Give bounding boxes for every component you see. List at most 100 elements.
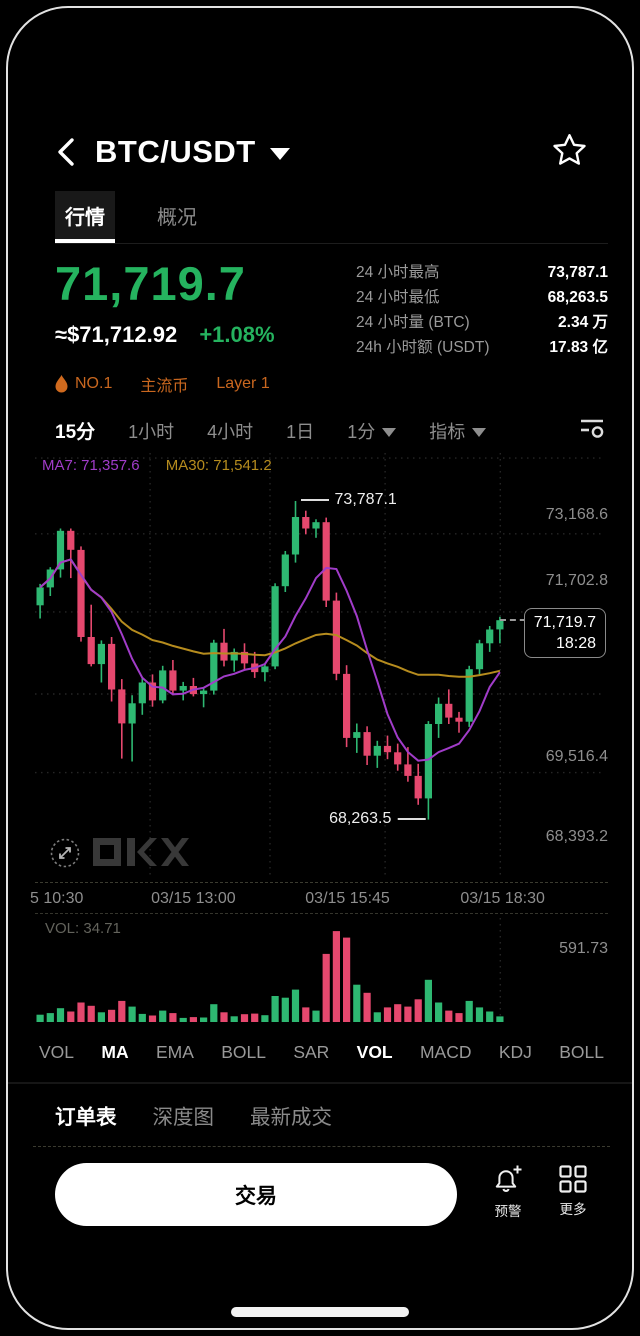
timeframe-1分[interactable]: 1分 (347, 418, 397, 444)
volume-bar (475, 1007, 484, 1022)
volume-bar (302, 1007, 310, 1022)
candle-body (148, 682, 157, 701)
timeframe-1日[interactable]: 1日 (286, 421, 315, 442)
tab-order-book[interactable]: 订单表 (55, 1106, 117, 1129)
candle-body (445, 703, 453, 718)
volume-bar (404, 1006, 412, 1022)
chart-watermark (49, 837, 189, 869)
candle-body (261, 666, 269, 673)
tab-market[interactable]: 行情 (55, 191, 115, 243)
y-axis-label: 69,516.4 (545, 748, 608, 766)
candle-body (159, 670, 167, 701)
candle-body (486, 629, 494, 644)
candle-body (230, 651, 238, 661)
indicator-tab-sar[interactable]: SAR (293, 1041, 330, 1062)
header: BTC/USDT (55, 129, 588, 175)
indicator-tab-macd[interactable]: MACD (419, 1041, 472, 1062)
x-axis-label: 03/15 18:30 (460, 890, 545, 907)
candlestick-chart[interactable]: MA7: 71,357.6 MA30: 71,541.2 73,787.1 68… (35, 453, 608, 881)
stat-24h-volume-btc: 24 小时量 (BTC) 2.34 万 (356, 314, 608, 331)
favorite-star-button[interactable] (551, 132, 588, 173)
timeframe-指标[interactable]: 指标 (429, 418, 487, 444)
candle-body (240, 651, 249, 664)
candle-body (56, 530, 65, 570)
more-label: 更多 (559, 1202, 587, 1217)
timeframe-4小时[interactable]: 4小时 (207, 421, 254, 442)
candle-body (455, 717, 463, 722)
volume-bar (189, 1017, 197, 1022)
candle-body (169, 670, 177, 691)
timeframe-15分[interactable]: 15分 (55, 422, 96, 443)
volume-bar (332, 931, 340, 1022)
volume-bar (424, 979, 432, 1022)
last-price: 71,719.7 (55, 257, 246, 310)
y-axis-label: 73,168.6 (545, 506, 608, 524)
volume-bar (210, 1004, 218, 1022)
stat-24h-turnover-usdt: 24h 小时额 (USDT) 17.83 亿 (356, 339, 608, 356)
fiat-price-row: ≈$71,712.92 +1.08% (55, 322, 275, 348)
volume-bar (281, 997, 289, 1022)
candle-body (343, 673, 351, 738)
candle-body (128, 703, 136, 724)
indicator-tab-boll[interactable]: BOLL (559, 1041, 604, 1062)
rank-badge[interactable]: NO.1 (55, 375, 112, 393)
tab-latest-trades[interactable]: 最新成交 (250, 1106, 332, 1129)
ma30-line (39, 558, 501, 678)
tab-overview[interactable]: 概况 (157, 207, 197, 229)
timeframe-bar: 15分 1小时 4小时 1日 1分 指标 (55, 416, 606, 445)
candle-body (475, 643, 484, 670)
candle-body (394, 752, 402, 765)
indicator-tab-boll[interactable]: BOLL (221, 1041, 266, 1062)
grid-more-icon (559, 1165, 587, 1193)
indicator-tab-ema[interactable]: EMA (155, 1041, 194, 1062)
candle-body (77, 549, 85, 637)
tab-depth-chart[interactable]: 深度图 (152, 1106, 215, 1129)
home-indicator[interactable] (231, 1307, 409, 1317)
volume-bar (363, 992, 371, 1022)
more-button[interactable]: 更多 (559, 1165, 587, 1218)
volume-bar (97, 1012, 105, 1022)
volume-bar (312, 1010, 320, 1022)
x-axis-label: 5 10:30 (30, 890, 84, 907)
phone-frame: BTC/USDT 行情 概况 71,719.7 ≈$71,712.92 +1.0… (6, 6, 634, 1330)
candle-body (138, 682, 146, 704)
fiat-price: ≈$71,712.92 (55, 322, 178, 347)
indicator-tab-ma[interactable]: MA (101, 1041, 129, 1062)
fullscreen-expand-icon[interactable] (49, 837, 81, 869)
volume-bar (353, 984, 361, 1022)
trade-button[interactable]: 交易 (55, 1163, 457, 1226)
volume-bar (118, 1000, 126, 1022)
volume-bar (138, 1013, 146, 1022)
star-icon (553, 133, 586, 165)
timeframe-1小时[interactable]: 1小时 (128, 421, 175, 442)
y-axis-label: 68,393.2 (545, 827, 608, 845)
indicator-tab-vol[interactable]: VOL (39, 1041, 75, 1062)
tag-mainstream[interactable]: 主流币 (140, 378, 189, 395)
volume-bar (261, 1015, 269, 1022)
back-button[interactable] (55, 135, 81, 169)
stat-24h-high: 24 小时最高 73,787.1 (356, 264, 608, 281)
page-title[interactable]: BTC/USDT (95, 134, 256, 169)
price-section: 71,719.7 ≈$71,712.92 +1.08% 24 小时最高 73,7… (35, 258, 608, 360)
time-axis: 5 10:30 03/15 13:00 03/15 15:45 03/15 18:30 (30, 882, 608, 913)
volume-bar (496, 1016, 504, 1022)
volume-bar (36, 1014, 44, 1022)
indicator-tab-vol[interactable]: VOL (356, 1041, 393, 1062)
candle-body (404, 764, 412, 776)
volume-bar (200, 1017, 208, 1022)
volume-plot (36, 918, 504, 1024)
last-price-badge[interactable]: 71,719.7 18:28 (523, 608, 606, 659)
indicator-tab-kdj[interactable]: KDJ (498, 1041, 532, 1062)
chart-settings-button[interactable] (578, 416, 606, 445)
volume-pane[interactable]: VOL: 34.71 591.73 (35, 913, 608, 1026)
y-axis-label: 71,702.8 (545, 571, 608, 589)
candle-body (322, 522, 330, 601)
low-annotation: 68,263.5 (329, 810, 426, 828)
ma7-line (39, 558, 501, 762)
candle-body (302, 517, 310, 529)
tag-layer1[interactable]: Layer 1 (216, 375, 270, 392)
stat-24h-low: 24 小时最低 68,263.5 (356, 289, 608, 306)
pair-dropdown-caret-icon[interactable] (269, 148, 290, 160)
candle-body (271, 586, 279, 667)
alert-button[interactable]: 预警 (493, 1165, 523, 1220)
